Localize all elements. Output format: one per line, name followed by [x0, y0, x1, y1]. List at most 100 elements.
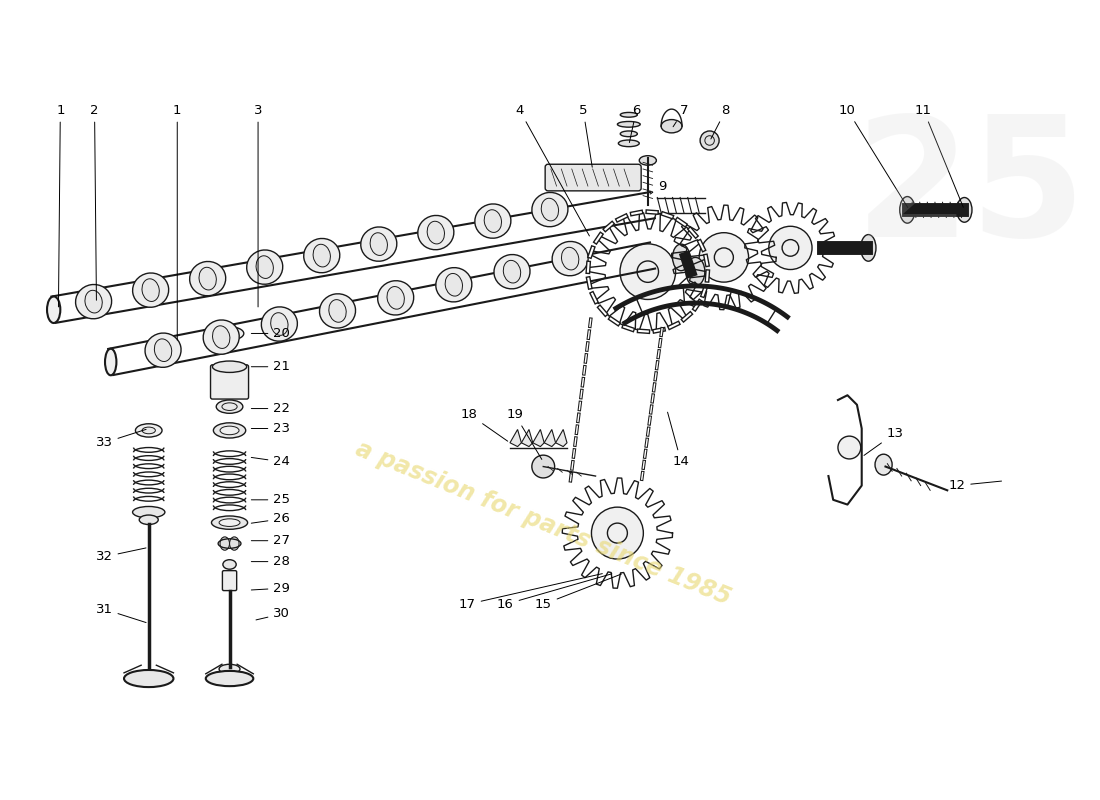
- Circle shape: [838, 436, 861, 459]
- Ellipse shape: [475, 204, 510, 238]
- Text: 16: 16: [497, 574, 612, 611]
- Ellipse shape: [219, 664, 240, 674]
- Ellipse shape: [85, 290, 102, 313]
- Ellipse shape: [620, 113, 637, 117]
- Circle shape: [620, 244, 675, 299]
- Text: 28: 28: [251, 555, 290, 568]
- Text: 23: 23: [251, 422, 290, 435]
- Text: 14: 14: [668, 412, 690, 468]
- Text: 5: 5: [579, 103, 592, 167]
- Polygon shape: [510, 430, 521, 446]
- Ellipse shape: [199, 267, 217, 290]
- Text: 32: 32: [96, 548, 146, 563]
- Polygon shape: [532, 430, 544, 446]
- Ellipse shape: [216, 327, 244, 340]
- Ellipse shape: [957, 198, 972, 222]
- Circle shape: [700, 233, 749, 282]
- Text: 8: 8: [711, 103, 730, 139]
- Ellipse shape: [418, 215, 454, 250]
- Text: 9: 9: [650, 180, 667, 194]
- Ellipse shape: [206, 671, 253, 686]
- Ellipse shape: [446, 274, 462, 296]
- Text: 25: 25: [251, 494, 290, 506]
- Ellipse shape: [661, 119, 682, 133]
- FancyBboxPatch shape: [210, 365, 249, 399]
- Ellipse shape: [124, 670, 174, 687]
- Ellipse shape: [262, 307, 297, 341]
- Ellipse shape: [256, 256, 274, 278]
- Text: 25: 25: [855, 110, 1087, 272]
- Circle shape: [592, 507, 644, 559]
- FancyBboxPatch shape: [222, 570, 236, 590]
- Text: 2: 2: [90, 103, 99, 300]
- Polygon shape: [521, 430, 532, 446]
- Ellipse shape: [104, 349, 117, 375]
- Ellipse shape: [329, 300, 346, 322]
- Ellipse shape: [204, 320, 239, 354]
- Text: a passion for parts since 1985: a passion for parts since 1985: [352, 437, 735, 610]
- Ellipse shape: [900, 197, 915, 223]
- Ellipse shape: [861, 234, 876, 262]
- Text: 26: 26: [251, 512, 290, 526]
- Ellipse shape: [361, 227, 397, 262]
- Ellipse shape: [133, 273, 168, 307]
- Ellipse shape: [494, 254, 530, 289]
- Ellipse shape: [220, 426, 239, 434]
- Ellipse shape: [145, 333, 182, 367]
- Ellipse shape: [484, 210, 502, 233]
- Ellipse shape: [142, 278, 160, 302]
- Text: 13: 13: [864, 426, 903, 455]
- Ellipse shape: [561, 247, 579, 270]
- Polygon shape: [556, 430, 566, 446]
- Text: 31: 31: [96, 602, 146, 622]
- Text: 27: 27: [251, 534, 290, 547]
- Ellipse shape: [427, 222, 444, 244]
- Ellipse shape: [685, 258, 705, 286]
- Text: 20: 20: [251, 327, 290, 340]
- Ellipse shape: [217, 400, 243, 414]
- Ellipse shape: [212, 361, 246, 373]
- Text: 24: 24: [251, 455, 290, 468]
- Text: 30: 30: [256, 607, 290, 620]
- Text: 15: 15: [535, 574, 622, 611]
- Ellipse shape: [189, 262, 226, 296]
- Ellipse shape: [620, 131, 637, 137]
- Text: 22: 22: [251, 402, 290, 415]
- Ellipse shape: [76, 285, 111, 318]
- Ellipse shape: [552, 242, 589, 276]
- Ellipse shape: [221, 330, 238, 338]
- Ellipse shape: [230, 537, 239, 550]
- Ellipse shape: [617, 122, 640, 127]
- Polygon shape: [544, 430, 556, 446]
- Ellipse shape: [213, 423, 245, 438]
- FancyBboxPatch shape: [546, 164, 641, 191]
- Text: 1: 1: [56, 103, 65, 307]
- Ellipse shape: [220, 537, 230, 550]
- Ellipse shape: [142, 427, 155, 434]
- Ellipse shape: [223, 560, 236, 570]
- Ellipse shape: [212, 326, 230, 349]
- Ellipse shape: [271, 313, 288, 335]
- Text: 21: 21: [251, 360, 290, 374]
- Text: 3: 3: [254, 103, 262, 307]
- Text: 33: 33: [96, 430, 146, 450]
- Ellipse shape: [304, 238, 340, 273]
- Circle shape: [531, 455, 554, 478]
- Text: 12: 12: [948, 479, 1001, 492]
- Ellipse shape: [377, 281, 414, 315]
- Ellipse shape: [133, 506, 165, 518]
- Text: 18: 18: [461, 408, 508, 441]
- Ellipse shape: [370, 233, 387, 255]
- Ellipse shape: [672, 244, 690, 270]
- Ellipse shape: [532, 193, 568, 226]
- Text: 29: 29: [251, 582, 290, 594]
- Ellipse shape: [219, 519, 240, 526]
- Ellipse shape: [319, 294, 355, 328]
- Text: 6: 6: [629, 103, 640, 142]
- Text: 1: 1: [173, 103, 182, 340]
- Ellipse shape: [47, 296, 60, 323]
- Text: 11: 11: [915, 103, 964, 207]
- Text: 17: 17: [459, 574, 603, 611]
- Ellipse shape: [135, 424, 162, 437]
- Ellipse shape: [541, 198, 559, 221]
